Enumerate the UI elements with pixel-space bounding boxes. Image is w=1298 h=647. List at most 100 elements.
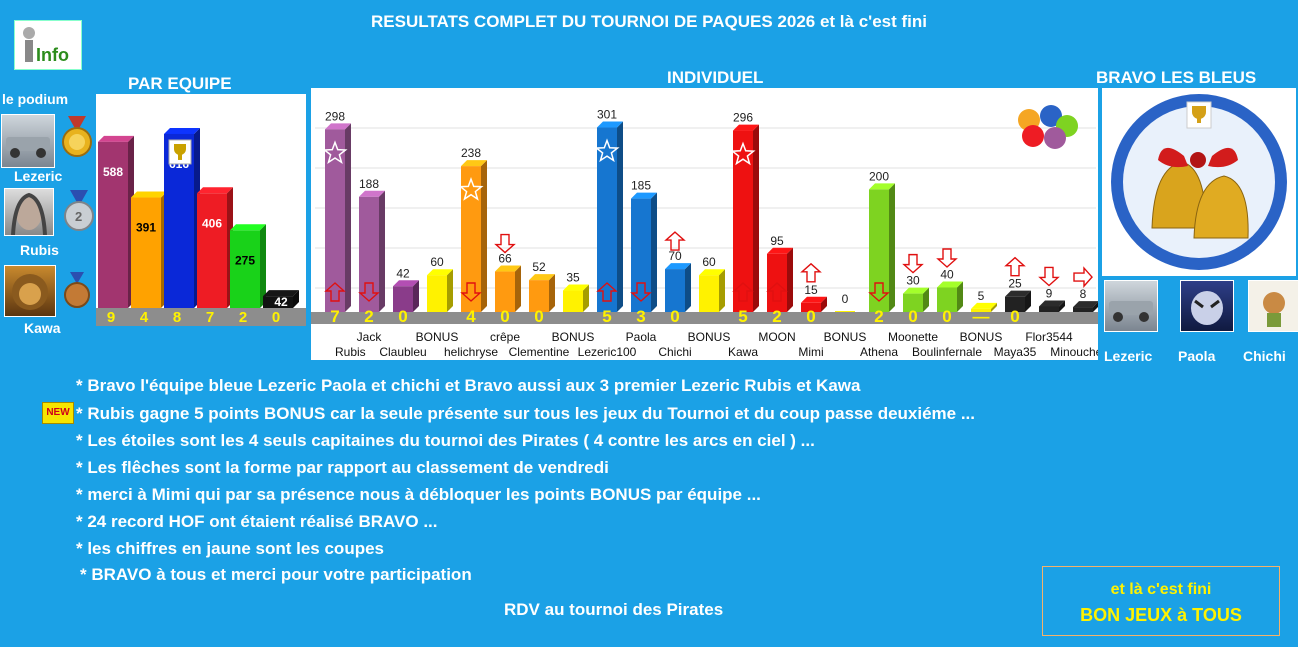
ind-label-4: BONUS	[416, 330, 459, 344]
winner-paola-avatar	[1180, 280, 1234, 332]
team-floor	[96, 308, 306, 326]
arrow-down-icon	[936, 248, 958, 268]
note-4: * Les flêches sont la forme par rapport …	[76, 458, 609, 477]
ind-bar-14-top	[767, 247, 793, 254]
silver-medal-icon: 2	[60, 190, 98, 234]
ind-bar-23-top	[1073, 301, 1098, 308]
ind-bar-21-side	[1025, 290, 1031, 312]
ind-bar-9-top	[597, 121, 623, 128]
ind-value-8: 35	[566, 271, 580, 285]
team-cups-3: 8	[173, 309, 181, 326]
ind-bar-18	[903, 293, 923, 312]
ind-cups-3: 0	[398, 307, 407, 326]
podium-name-1: Lezeric	[14, 168, 63, 184]
podium-label: le podium	[2, 91, 69, 107]
star-icon	[458, 176, 484, 201]
ind-cups-10: 3	[636, 307, 645, 326]
star-icon	[730, 141, 756, 166]
ind-bar-7-side	[549, 274, 555, 312]
ind-value-3: 42	[396, 266, 410, 280]
ind-bar-16	[835, 311, 855, 312]
ind-cups-5: 4	[466, 307, 476, 326]
ind-bar-3-side	[413, 280, 419, 312]
ind-bar-10	[631, 198, 651, 312]
ind-label-7: Clementine	[509, 345, 570, 359]
ind-label-23: Minouche42	[1050, 345, 1098, 359]
winners-section-title: BRAVO LES BLEUS	[1096, 68, 1257, 87]
ind-bar-1-side	[345, 123, 351, 312]
ind-bar-4-top	[427, 269, 453, 276]
arrow-down-icon	[902, 253, 924, 274]
ind-value-2: 188	[359, 177, 379, 191]
arrow-up-icon	[324, 282, 346, 302]
ind-label-16: BONUS	[824, 330, 867, 344]
ind-bar-21	[1005, 296, 1025, 312]
ind-label-14: MOON	[758, 330, 795, 344]
team-value-5: 275	[235, 253, 255, 267]
team-value-4: 406	[202, 216, 222, 230]
team-section-title: PAR EQUIPE	[128, 74, 232, 93]
ind-cups-20: —	[973, 307, 990, 326]
ind-value-4: 60	[430, 255, 444, 269]
ind-cups-11: 0	[670, 307, 679, 326]
ind-label-5: helichryse	[444, 345, 498, 359]
ind-value-20: 5	[978, 289, 985, 303]
ind-bar-2-side	[379, 190, 385, 312]
team-bar-6-top	[263, 290, 299, 297]
ind-bar-8	[563, 290, 583, 312]
svg-text:2: 2	[75, 209, 82, 224]
ind-label-11: Chichi	[658, 345, 691, 359]
winner-lezeric-avatar	[1104, 280, 1158, 332]
ind-value-10: 185	[631, 179, 651, 193]
ind-bar-8-side	[583, 284, 589, 312]
arrow-down-icon	[630, 282, 652, 302]
info-icon[interactable]: Info	[14, 20, 82, 70]
note-2: * Rubis gagne 5 points BONUS car la seul…	[76, 404, 976, 423]
ind-bar-14-side	[787, 247, 793, 312]
arrow-right-icon	[1073, 266, 1093, 288]
gold-medal-icon	[58, 116, 96, 160]
ind-bar-20-top	[971, 302, 997, 309]
final-box: et là c'est fini BON JEUX à TOUS	[1042, 566, 1280, 636]
ind-bar-12-side	[719, 269, 725, 312]
ind-value-16: 0	[842, 292, 849, 306]
star-icon	[322, 140, 348, 165]
ind-cups-1: 7	[330, 307, 339, 326]
ind-floor	[311, 312, 1098, 324]
arrow-up-icon	[664, 231, 686, 251]
team-bar-4-top	[197, 187, 233, 194]
team-bar-5-side	[260, 224, 266, 308]
team-value-1: 588	[103, 165, 123, 179]
team-bar-6-side	[293, 290, 299, 308]
team-cups-2: 4	[140, 309, 149, 326]
lezeric-avatar	[1, 114, 55, 168]
team-cups-5: 2	[239, 309, 247, 326]
winner-name-1: Lezeric	[1104, 348, 1153, 364]
ind-value-1: 298	[325, 109, 345, 123]
arrow-down-icon	[494, 233, 516, 254]
ind-value-15: 15	[804, 283, 818, 297]
ind-label-22: Flor3544	[1025, 330, 1073, 344]
ind-bar-17-top	[869, 183, 895, 190]
ind-bar-11-side	[685, 263, 691, 312]
ind-bar-2-top	[359, 190, 385, 197]
ind-cups-2: 2	[364, 307, 373, 326]
arrow-down-icon	[868, 282, 890, 302]
ind-label-13: Kawa	[728, 345, 758, 359]
team-emblem-icon	[1018, 105, 1078, 149]
ind-value-11: 70	[668, 249, 682, 263]
ind-bar-5-top	[461, 160, 487, 167]
team-bar-4	[197, 193, 227, 308]
ind-bar-7	[529, 280, 549, 312]
ind-bar-10-side	[651, 192, 657, 312]
arrow-up-icon	[766, 282, 788, 302]
ind-bar-19	[937, 287, 957, 312]
note-1: * Bravo l'équipe bleue Lezeric Paola et …	[76, 376, 861, 395]
ind-bar-12	[699, 275, 719, 312]
bronze-medal-icon	[62, 272, 92, 310]
individual-section-title: INDIVIDUEL	[667, 68, 764, 87]
rdv-text: RDV au tournoi des Pirates	[504, 600, 724, 619]
ind-value-19: 40	[940, 267, 954, 281]
podium-name-2: Rubis	[20, 242, 59, 258]
note-8: * BRAVO à tous et merci pour votre parti…	[80, 565, 472, 584]
